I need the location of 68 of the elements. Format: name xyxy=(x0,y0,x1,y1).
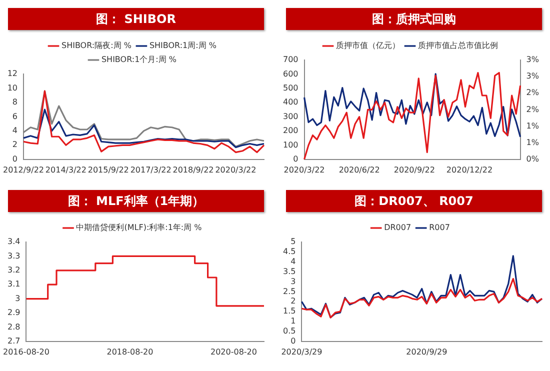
x-tick-label: 2020/9/22 xyxy=(394,165,435,174)
x-tick-label: 2015/9/22 xyxy=(88,165,129,174)
x-tick-label: 2018-08-20 xyxy=(106,347,154,356)
y-tick-label: 3.4 xyxy=(8,237,20,246)
chart-title: 图：DR007、 R007 xyxy=(286,190,542,212)
x-tick-label: 2020/3/22 xyxy=(284,165,325,174)
chart-title: 图：质押式回购 xyxy=(286,8,542,30)
y-tick-label: 200 xyxy=(282,126,298,136)
legend-label: SHIBOR:1周:周 % xyxy=(149,41,217,50)
y-tick-label: 100 xyxy=(282,140,298,150)
legend-label: DR007 xyxy=(384,223,412,232)
y-tick-label: 3.1 xyxy=(8,280,20,289)
y-tick-label: 10 xyxy=(7,83,18,92)
y-tick-label: 3 xyxy=(290,276,296,286)
y-tick-label: 2.8 xyxy=(8,322,20,332)
x-tick-label: 2020/6/22 xyxy=(338,165,380,174)
chart-title: 图： MLF利率（1年期） xyxy=(8,190,264,212)
y-tick-label: 12 xyxy=(7,69,18,78)
x-tick-label: 2020-08-20 xyxy=(210,347,257,356)
legend-label: R007 xyxy=(429,223,450,232)
chart-title: 图： SHIBOR xyxy=(8,8,264,30)
y2-tick-label: 1% xyxy=(526,138,540,147)
y-tick-label: 2.9 xyxy=(8,308,20,318)
y-tick-label: 0 xyxy=(293,154,298,164)
y-tick-label: 0.5 xyxy=(282,326,296,336)
legend-label: 质押市值（亿元） xyxy=(336,41,400,50)
y-tick-label: 2.7 xyxy=(8,336,20,346)
x-tick-label: 2020/12/22 xyxy=(446,165,493,174)
y2-tick-label: 2% xyxy=(526,88,540,98)
y-tick-label: 400 xyxy=(282,98,298,107)
legend-label: SHIBOR:1个月:周 % xyxy=(101,55,177,64)
y-tick-label: 1 xyxy=(290,316,296,326)
y-tick-label: 3 xyxy=(15,294,20,303)
y-tick-label: 2 xyxy=(290,296,296,306)
y-tick-label: 300 xyxy=(282,112,298,121)
y2-tick-label: 0% xyxy=(526,154,540,164)
y-tick-label: 3.5 xyxy=(282,266,296,276)
y-tick-label: 3.2 xyxy=(8,265,20,274)
y-tick-label: 8 xyxy=(12,98,18,107)
x-tick-label: 2017/3/22 xyxy=(130,165,172,174)
y2-tick-label: 3% xyxy=(526,55,540,64)
y-tick-label: 3.3 xyxy=(8,251,20,260)
y-tick-label: 1.5 xyxy=(282,306,296,316)
y-tick-label: 0 xyxy=(12,154,18,164)
y-tick-label: 2.5 xyxy=(282,286,296,296)
x-tick-label: 2020/3/22 xyxy=(215,165,256,174)
x-tick-label: 2016-08-20 xyxy=(2,347,50,356)
y-tick-label: 0 xyxy=(290,336,296,346)
y2-tick-label: 2% xyxy=(526,104,540,114)
y2-tick-label: 3% xyxy=(526,72,540,81)
legend-label: 质押市值占总市值比例 xyxy=(418,41,498,50)
y-tick-label: 4 xyxy=(12,126,18,136)
x-tick-label: 2020/9/29 xyxy=(406,347,448,356)
y2-tick-label: 1% xyxy=(526,121,540,130)
y-tick-label: 2 xyxy=(12,140,18,150)
legend-label: SHIBOR:隔夜:周 % xyxy=(62,41,132,50)
y-tick-label: 6 xyxy=(12,112,18,121)
x-tick-label: 2014/3/22 xyxy=(45,165,86,174)
x-tick-label: 2020/3/29 xyxy=(281,347,322,356)
legend-label: 中期借贷便利(MLF):利率:1年:周 % xyxy=(76,223,202,232)
y-tick-label: 500 xyxy=(282,83,298,92)
x-tick-label: 2018/9/22 xyxy=(172,165,214,174)
y-tick-label: 4 xyxy=(290,256,296,266)
x-tick-label: 2012/9/22 xyxy=(2,165,44,174)
y-tick-label: 600 xyxy=(282,69,298,78)
y-tick-label: 5 xyxy=(290,237,296,246)
y-tick-label: 700 xyxy=(282,55,298,64)
y-tick-label: 4.5 xyxy=(282,247,296,256)
